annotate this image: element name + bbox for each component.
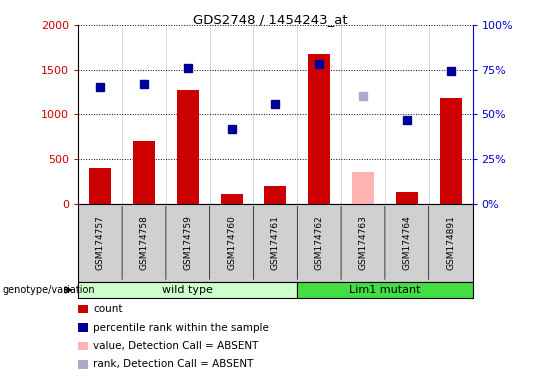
Text: Lim1 mutant: Lim1 mutant	[349, 285, 421, 295]
Text: GSM174762: GSM174762	[315, 215, 323, 270]
Bar	[177, 90, 199, 204]
Bar	[352, 172, 374, 204]
Text: GSM174763: GSM174763	[359, 215, 368, 270]
Text: GSM174891: GSM174891	[446, 215, 455, 270]
Text: count: count	[93, 304, 123, 314]
Text: value, Detection Call = ABSENT: value, Detection Call = ABSENT	[93, 341, 259, 351]
Text: genotype/variation: genotype/variation	[3, 285, 96, 295]
Text: GSM174757: GSM174757	[96, 215, 105, 270]
Text: percentile rank within the sample: percentile rank within the sample	[93, 323, 269, 333]
Bar	[221, 194, 242, 204]
Text: GSM174760: GSM174760	[227, 215, 236, 270]
Text: GSM174759: GSM174759	[183, 215, 192, 270]
Bar	[265, 186, 286, 204]
Text: wild type: wild type	[163, 285, 213, 295]
Text: GSM174758: GSM174758	[139, 215, 148, 270]
Text: GSM174761: GSM174761	[271, 215, 280, 270]
Text: rank, Detection Call = ABSENT: rank, Detection Call = ABSENT	[93, 359, 254, 369]
Bar	[308, 53, 330, 204]
Bar	[440, 98, 462, 204]
Text: GSM174764: GSM174764	[402, 215, 411, 270]
Bar	[396, 192, 418, 204]
Text: GDS2748 / 1454243_at: GDS2748 / 1454243_at	[193, 13, 347, 26]
Bar	[133, 141, 155, 204]
Bar	[89, 168, 111, 204]
